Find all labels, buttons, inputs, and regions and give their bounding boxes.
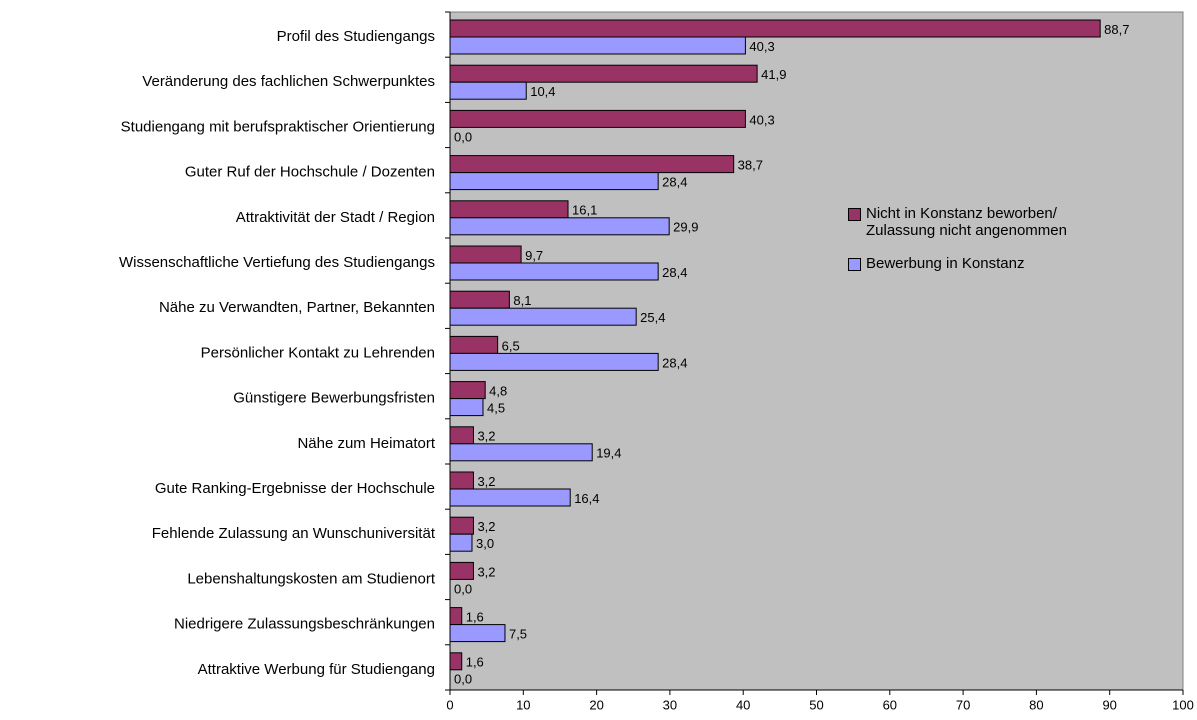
legend-item: Bewerbung in Konstanz xyxy=(848,255,1148,272)
bar xyxy=(449,307,637,326)
bar xyxy=(449,471,474,490)
legend-swatch xyxy=(848,258,861,271)
bar xyxy=(449,652,463,671)
data-label: 7,5 xyxy=(509,627,527,642)
x-tick-label: 100 xyxy=(1172,697,1194,712)
data-label: 28,4 xyxy=(662,265,687,280)
data-label: 16,1 xyxy=(572,203,597,218)
bar xyxy=(449,262,659,281)
data-label: 6,5 xyxy=(502,338,520,353)
data-label: 0,0 xyxy=(454,129,472,144)
data-label: 40,3 xyxy=(749,39,774,54)
bar xyxy=(449,155,735,174)
data-label: 3,2 xyxy=(477,474,495,489)
category-label: Veränderung des fachlichen Schwerpunktes xyxy=(142,73,435,90)
data-label: 40,3 xyxy=(749,112,774,127)
bar xyxy=(449,443,593,462)
data-label: 10,4 xyxy=(530,84,555,99)
category-label: Attraktive Werbung für Studiengang xyxy=(198,661,435,678)
bar xyxy=(449,533,473,552)
data-label: 3,2 xyxy=(477,519,495,534)
data-label: 3,2 xyxy=(477,564,495,579)
category-label: Gute Ranking-Ergebnisse der Hochschule xyxy=(155,480,435,497)
x-tick-label: 30 xyxy=(663,697,677,712)
category-label: Wissenschaftliche Vertiefung des Studien… xyxy=(119,254,435,271)
bar xyxy=(449,561,474,580)
data-label: 0,0 xyxy=(454,672,472,687)
data-label: 41,9 xyxy=(761,67,786,82)
category-label: Profil des Studiengangs xyxy=(277,28,435,45)
x-tick-label: 80 xyxy=(1029,697,1043,712)
bar xyxy=(449,19,1101,38)
category-label: Fehlende Zulassung an Wunschuniversität xyxy=(152,525,436,542)
data-label: 9,7 xyxy=(525,248,543,263)
category-label: Attraktivität der Stadt / Region xyxy=(236,209,435,226)
category-label: Guter Ruf der Hochschule / Dozenten xyxy=(185,164,435,181)
legend-label: Nicht in Konstanz beworben/ Zulassung ni… xyxy=(866,205,1067,239)
category-label: Lebenshaltungskosten am Studienort xyxy=(187,570,436,587)
bar xyxy=(449,426,474,445)
bar xyxy=(449,81,527,100)
legend-swatch xyxy=(848,208,861,221)
bar xyxy=(449,64,758,83)
data-label: 3,0 xyxy=(476,536,494,551)
category-label: Nähe zum Heimatort xyxy=(297,435,435,452)
x-tick-label: 20 xyxy=(589,697,603,712)
data-label: 4,5 xyxy=(487,401,505,416)
data-label: 88,7 xyxy=(1104,22,1129,37)
data-label: 29,9 xyxy=(673,220,698,235)
bar xyxy=(449,352,659,371)
x-tick-label: 0 xyxy=(446,697,453,712)
bar xyxy=(449,36,746,55)
category-label: Nähe zu Verwandten, Partner, Bekannten xyxy=(159,299,435,316)
bar xyxy=(449,624,506,643)
legend-item: Nicht in Konstanz beworben/ Zulassung ni… xyxy=(848,205,1148,239)
data-label: 1,6 xyxy=(466,610,484,625)
bar xyxy=(449,245,522,264)
x-tick-label: 10 xyxy=(516,697,530,712)
bar xyxy=(449,381,486,400)
x-tick-label: 40 xyxy=(736,697,750,712)
data-label: 3,2 xyxy=(477,429,495,444)
data-label: 28,4 xyxy=(662,355,687,370)
bar xyxy=(449,109,746,128)
x-tick-label: 90 xyxy=(1102,697,1116,712)
bar xyxy=(449,290,510,309)
bar xyxy=(449,217,670,236)
data-label: 16,4 xyxy=(574,491,599,506)
data-label: 38,7 xyxy=(738,158,763,173)
bar xyxy=(449,172,659,191)
x-tick-label: 60 xyxy=(883,697,897,712)
data-label: 19,4 xyxy=(596,446,621,461)
legend: Nicht in Konstanz beworben/ Zulassung ni… xyxy=(848,205,1148,288)
data-label: 25,4 xyxy=(640,310,665,325)
category-label: Niedrigere Zulassungsbeschränkungen xyxy=(174,616,435,633)
category-label: Persönlicher Kontakt zu Lehrenden xyxy=(201,344,435,361)
data-label: 1,6 xyxy=(466,655,484,670)
data-label: 4,8 xyxy=(489,384,507,399)
legend-label: Bewerbung in Konstanz xyxy=(866,255,1025,272)
x-tick-label: 70 xyxy=(956,697,970,712)
category-label: Studiengang mit berufspraktischer Orient… xyxy=(121,118,435,135)
bar xyxy=(449,607,463,626)
category-label: Günstigere Bewerbungsfristen xyxy=(233,390,435,407)
data-label: 28,4 xyxy=(662,175,687,190)
bar xyxy=(449,335,499,354)
x-tick-label: 50 xyxy=(809,697,823,712)
data-label: 8,1 xyxy=(513,293,531,308)
bar xyxy=(449,200,569,219)
bar xyxy=(449,516,474,535)
bar xyxy=(449,488,571,507)
bar xyxy=(449,398,484,417)
data-label: 0,0 xyxy=(454,581,472,596)
